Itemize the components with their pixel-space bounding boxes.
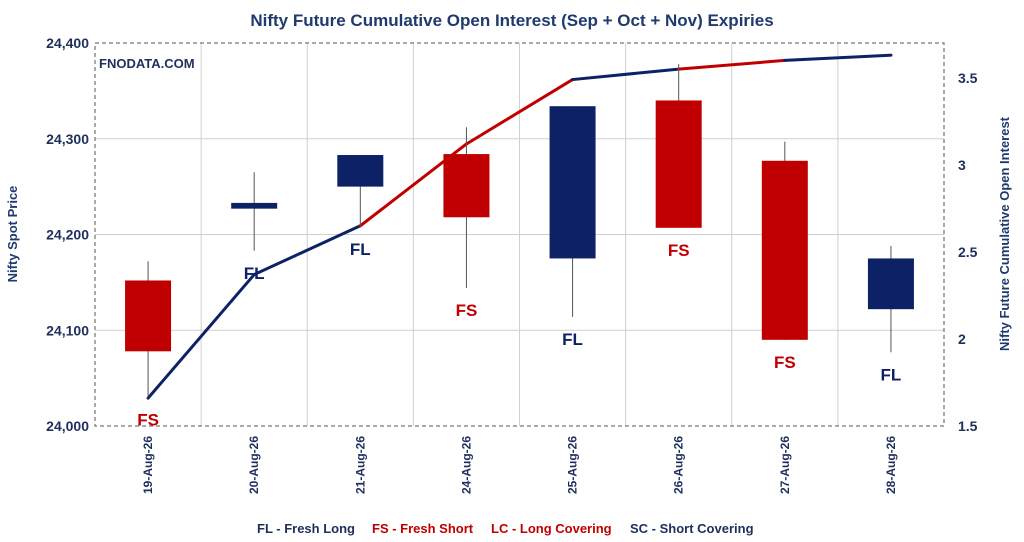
candle-classification-label: FL bbox=[350, 240, 371, 259]
candle-classification-label: FS bbox=[137, 410, 159, 429]
candle-body bbox=[655, 100, 702, 228]
candle-body bbox=[867, 258, 914, 310]
x-tick-label: 24-Aug-26 bbox=[459, 436, 473, 494]
x-tick-label: 26-Aug-26 bbox=[672, 436, 686, 494]
x-tick-label: 19-Aug-26 bbox=[141, 436, 155, 494]
right-tick-label: 3.5 bbox=[958, 70, 978, 86]
oi-line-segment bbox=[146, 273, 256, 400]
legend-item: SC - Short Covering bbox=[630, 521, 754, 536]
x-tick-label: 25-Aug-26 bbox=[566, 436, 580, 494]
x-tick-label: 28-Aug-26 bbox=[884, 436, 898, 494]
x-tick-label: 27-Aug-26 bbox=[778, 436, 792, 494]
left-tick-label: 24,400 bbox=[46, 35, 89, 51]
x-tick-label: 21-Aug-26 bbox=[353, 436, 367, 494]
candle-body bbox=[337, 155, 384, 187]
x-tick-label: 20-Aug-26 bbox=[247, 436, 261, 494]
right-tick-label: 2 bbox=[958, 331, 966, 347]
right-tick-label: 2.5 bbox=[958, 244, 978, 260]
candle-layer bbox=[125, 64, 914, 398]
legend-item: LC - Long Covering bbox=[491, 521, 612, 536]
legend: FL - Fresh Long FS - Fresh Short LC - Long… bbox=[257, 521, 754, 536]
candle-body bbox=[443, 154, 490, 218]
left-tick-label: 24,100 bbox=[46, 322, 89, 338]
candle-body bbox=[761, 160, 808, 340]
right-axis-title: Nifty Future Cumulative Open Interest bbox=[997, 116, 1012, 351]
oi-line-segment bbox=[783, 53, 893, 62]
classification-label-layer: FS FL FL FS FL FS FS FL bbox=[137, 240, 901, 429]
chart-title: Nifty Future Cumulative Open Interest (S… bbox=[250, 11, 773, 30]
oi-line-segment bbox=[677, 58, 787, 71]
oi-line-segment bbox=[571, 67, 681, 82]
candle-body bbox=[231, 202, 278, 209]
watermark: FNODATA.COM bbox=[99, 56, 195, 71]
candle-classification-label: FS bbox=[774, 353, 796, 372]
left-axis-title: Nifty Spot Price bbox=[5, 186, 20, 283]
legend-item: FS - Fresh Short bbox=[372, 521, 474, 536]
axis-layer: 24,000 24,100 24,200 24,300 24,400 1.5 2 2.5 3 3.… bbox=[46, 35, 978, 494]
candle-classification-label: FL bbox=[562, 330, 583, 349]
candle-classification-label: FS bbox=[668, 241, 690, 260]
candle-body bbox=[125, 280, 172, 352]
right-tick-label: 3 bbox=[958, 157, 966, 173]
candle-classification-label: FL bbox=[244, 264, 265, 283]
left-tick-label: 24,200 bbox=[46, 227, 89, 243]
legend-item: FL - Fresh Long bbox=[257, 521, 355, 536]
right-tick-label: 1.5 bbox=[958, 418, 978, 434]
oi-line-segment bbox=[464, 78, 575, 146]
oi-line-segment bbox=[252, 224, 362, 277]
grid-layer bbox=[95, 43, 944, 426]
candle-classification-label: FL bbox=[881, 365, 902, 384]
candle-classification-label: FS bbox=[456, 301, 478, 320]
candle-body bbox=[549, 106, 596, 259]
left-tick-label: 24,300 bbox=[46, 131, 89, 147]
left-tick-label: 24,000 bbox=[46, 418, 89, 434]
